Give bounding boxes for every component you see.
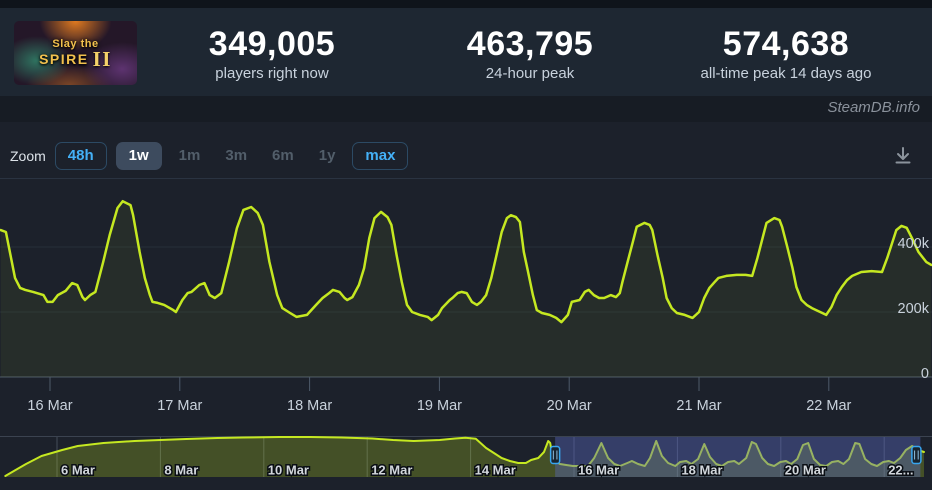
zoom-button-3m: 3m: [217, 142, 255, 170]
peak-24h-value: 463,795: [466, 25, 594, 63]
navigator-area: [5, 437, 925, 477]
x-axis-label: 17 Mar: [157, 398, 202, 414]
game-title-numeral: II: [92, 47, 112, 71]
zoom-button-1y: 1y: [311, 142, 344, 170]
game-capsule-image[interactable]: Slay the SPIRE II: [14, 21, 137, 85]
steamdb-watermark: SteamDB.info: [827, 99, 920, 116]
toolbar-divider: [0, 178, 932, 179]
game-title-line1: Slay the: [52, 38, 99, 50]
zoom-button-1w[interactable]: 1w: [115, 142, 162, 170]
navigator-axis-label: 14 Mar: [475, 463, 516, 478]
peak-24h-label: 24-hour peak: [485, 65, 575, 82]
x-axis-label: 20 Mar: [547, 398, 592, 414]
zoom-button-6m: 6m: [264, 142, 302, 170]
navigator-selection[interactable]: [555, 437, 921, 477]
stats-header: Slay the SPIRE II 349,005 players right …: [0, 8, 932, 96]
y-axis-label: 200k: [898, 301, 930, 317]
alltime-peak-label: all-time peak 14 days ago: [700, 65, 872, 82]
watermark-band: SteamDB.info: [0, 96, 932, 122]
x-axis-label: 22 Mar: [806, 398, 851, 414]
player-count-area: [0, 201, 932, 377]
game-title-spire: SPIRE: [39, 51, 89, 67]
navigator-axis-label: 8 Mar: [164, 463, 198, 478]
players-now-label: players right now: [215, 65, 329, 82]
download-icon[interactable]: [892, 145, 914, 167]
alltime-peak-value: 574,638: [722, 25, 850, 63]
x-axis-label: 16 Mar: [27, 398, 72, 414]
chart-toolbar: Zoom 48h 1w 1m 3m 6m 1y max: [10, 140, 409, 172]
game-title-line2: SPIRE II: [39, 47, 112, 71]
navigator-axis-label: 12 Mar: [371, 463, 412, 478]
stat-players-now: 349,005 players right now: [152, 26, 392, 82]
player-count-line: [0, 199, 932, 324]
x-axis-label: 21 Mar: [676, 398, 721, 414]
navigator-handle-right[interactable]: [911, 445, 922, 465]
stat-alltime-peak: 574,638 all-time peak 14 days ago: [666, 26, 906, 82]
x-axis-label: 19 Mar: [417, 398, 462, 414]
top-nav-strip: [0, 0, 932, 8]
zoom-button-48h[interactable]: 48h: [54, 142, 107, 170]
y-axis-label: 0: [921, 366, 929, 382]
game-art: Slay the SPIRE II: [14, 21, 137, 85]
stat-24h-peak: 463,795 24-hour peak: [410, 26, 650, 82]
navigator-axis-label: 16 Mar: [578, 463, 619, 478]
zoom-label: Zoom: [10, 148, 46, 164]
navigator-axis-label: 22...: [888, 463, 913, 478]
main-chart[interactable]: 16 Mar 17 Mar 18 Mar 19 Mar 20 Mar 21 Mar 22 M…: [0, 122, 932, 430]
zoom-controls: 48h 1w 1m 3m 6m 1y max: [54, 142, 409, 170]
x-axis-label: 18 Mar: [287, 398, 332, 414]
navigator-axis-label: 6 Mar: [61, 463, 95, 478]
navigator-chart[interactable]: 6 Mar 8 Mar 10 Mar 12 Mar 14 Mar 16 Mar 18 Mar…: [0, 430, 932, 490]
navigator-handle-left[interactable]: [549, 445, 561, 465]
navigator-axis-label: 20 Mar: [785, 463, 826, 478]
y-axis-label: 400k: [898, 236, 930, 252]
zoom-button-1m: 1m: [171, 142, 209, 170]
navigator-line: [4, 436, 925, 477]
players-now-value: 349,005: [208, 25, 336, 63]
zoom-button-max[interactable]: max: [352, 142, 409, 170]
navigator-axis-label: 18 Mar: [681, 463, 722, 478]
navigator-axis-label: 10 Mar: [268, 463, 309, 478]
